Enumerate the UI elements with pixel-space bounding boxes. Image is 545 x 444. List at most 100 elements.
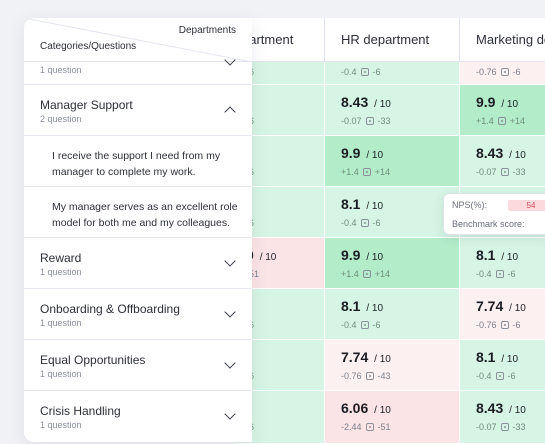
benchmark-difference: -6 bbox=[372, 218, 381, 228]
chevron-down-icon[interactable] bbox=[224, 306, 236, 318]
column-header[interactable]: partment bbox=[236, 18, 325, 62]
category-title: Reward bbox=[40, 251, 82, 265]
benchmark-difference: +14 bbox=[374, 269, 391, 279]
category-title: Manager Support bbox=[40, 98, 133, 112]
score-comparison: -0.4 -6 bbox=[341, 67, 381, 77]
benchmark-icon bbox=[365, 372, 374, 380]
chevron-down-icon[interactable] bbox=[224, 357, 236, 369]
score-difference: -0.4 bbox=[476, 269, 492, 279]
score-scale: / 10 bbox=[509, 303, 526, 314]
score-difference: +1.4 bbox=[341, 269, 359, 279]
question-text: My manager serves as an excellent role m… bbox=[52, 201, 238, 229]
chevron-down-icon[interactable] bbox=[224, 255, 236, 267]
score-cell[interactable]: 8.1 / 10 -0.4 -6 bbox=[325, 187, 460, 238]
score-number: 8.1 bbox=[476, 349, 496, 365]
chevron-down-icon[interactable] bbox=[224, 408, 236, 420]
score-value: 9.9 / 10 bbox=[476, 94, 518, 110]
score-difference: -2.44 bbox=[341, 422, 362, 432]
question-count: 1 question bbox=[40, 318, 82, 328]
column-header[interactable]: HR department bbox=[325, 18, 460, 62]
score-value: 9.9 / 10 bbox=[341, 247, 383, 263]
score-comparison: -0.4 -6 bbox=[476, 371, 516, 381]
benchmark-icon bbox=[362, 168, 371, 176]
benchmark-icon bbox=[362, 270, 371, 278]
score-cell[interactable]: 7.74 / 10 -0.76 -6 bbox=[460, 289, 545, 340]
question-count: 1 question bbox=[40, 267, 82, 277]
benchmark-difference: +14 bbox=[374, 167, 391, 177]
score-comparison: -0.4 -6 bbox=[341, 218, 381, 228]
category-title: Equal Opportunities bbox=[40, 353, 146, 367]
score-scale: / 10 bbox=[366, 201, 384, 212]
score-value: 8.1 / 10 bbox=[476, 349, 518, 365]
benchmark-icon bbox=[495, 372, 504, 380]
question-row[interactable]: I receive the support I need from my man… bbox=[24, 136, 252, 187]
score-scale: / 10 bbox=[374, 354, 391, 365]
score-cell[interactable]: 9.9 / 10 +1.4 +14 bbox=[325, 136, 460, 187]
chevron-up-icon[interactable] bbox=[224, 106, 236, 118]
table-header-corner: Departments Categories/Questions bbox=[24, 18, 252, 62]
categories-header-label: Categories/Questions bbox=[40, 41, 137, 52]
score-difference: +1.4 bbox=[476, 116, 494, 126]
score-number: 8.43 bbox=[476, 145, 504, 161]
score-cell[interactable]: 8.43 / 10 -0.07 -33 bbox=[460, 136, 545, 187]
score-cell[interactable]: -0.4 -6 bbox=[325, 62, 460, 85]
column-header[interactable]: Marketing de bbox=[460, 18, 545, 62]
score-comparison: -0.07 -33 bbox=[476, 167, 526, 177]
benchmark-difference: -51 bbox=[246, 269, 260, 279]
score-cell[interactable]: 8.1 / 10 -0.4 -6 bbox=[325, 289, 460, 340]
score-number: 9.9 bbox=[341, 247, 361, 263]
benchmark-difference: -6 bbox=[507, 269, 516, 279]
benchmark-icon bbox=[360, 219, 369, 227]
header-diagonal-divider bbox=[24, 18, 252, 62]
score-comparison: -51 bbox=[246, 269, 259, 279]
benchmark-icon bbox=[500, 321, 509, 329]
benchmark-difference: -6 bbox=[512, 320, 521, 330]
score-value: 6.06 / 10 bbox=[341, 400, 391, 416]
score-value: 8.43 / 10 bbox=[476, 145, 526, 161]
question-count: 1 question bbox=[40, 369, 82, 379]
score-cell[interactable]: -0.76 -6 bbox=[460, 62, 545, 85]
score-difference: -0.76 bbox=[476, 320, 497, 330]
score-scale: / 10 bbox=[509, 405, 526, 416]
score-comparison: +1.4 +14 bbox=[341, 269, 390, 279]
score-number: 7.74 bbox=[476, 298, 504, 314]
score-cell[interactable]: 7.74 / 10 -0.76 -43 bbox=[325, 340, 460, 391]
score-comparison: +1.4 +14 bbox=[476, 116, 525, 126]
score-cell[interactable]: 8.43 / 10 -0.07 -33 bbox=[460, 391, 545, 444]
score-cell[interactable]: 8.1 / 10 -0.4 -6 bbox=[460, 238, 545, 289]
nps-value-badge: 54 bbox=[508, 200, 545, 211]
category-row[interactable]: Onboarding & Offboarding 1 question bbox=[24, 289, 252, 340]
score-value: 8.1 / 10 bbox=[341, 196, 383, 212]
question-row[interactable]: My manager serves as an excellent role m… bbox=[24, 187, 252, 238]
score-scale: / 10 bbox=[259, 252, 277, 263]
score-comparison: -0.4 -6 bbox=[476, 269, 516, 279]
score-cell[interactable]: 9.9 / 10 +1.4 +14 bbox=[325, 238, 460, 289]
benchmark-icon bbox=[365, 423, 374, 431]
category-row[interactable]: 1 question bbox=[24, 54, 252, 85]
category-row[interactable]: Equal Opportunities 1 question bbox=[24, 340, 252, 391]
score-scale: / 10 bbox=[501, 99, 519, 110]
score-cell[interactable]: 9.9 / 10 +1.4 +14 bbox=[460, 85, 545, 136]
categories-panel: Departments Categories/Questions 1 quest… bbox=[24, 18, 252, 442]
category-row[interactable]: Crisis Handling 1 question bbox=[24, 391, 252, 442]
score-scale: / 10 bbox=[374, 99, 391, 110]
category-row[interactable]: Manager Support 2 question bbox=[24, 85, 252, 136]
benchmark-icon bbox=[497, 117, 506, 125]
score-number: 9.9 bbox=[341, 145, 361, 161]
score-value: 7.74 / 10 bbox=[476, 298, 526, 314]
score-cell[interactable]: 8.1 / 10 -0.4 -6 bbox=[460, 340, 545, 391]
question-count: 1 question bbox=[40, 65, 82, 75]
score-cell[interactable]: 8.43 / 10 -0.07 -33 bbox=[325, 85, 460, 136]
benchmark-difference: -6 bbox=[372, 67, 381, 77]
benchmark-difference: -6 bbox=[507, 371, 516, 381]
score-value: 7.74 / 10 bbox=[341, 349, 391, 365]
score-scale: / 10 bbox=[366, 303, 384, 314]
category-row[interactable]: Reward 1 question bbox=[24, 238, 252, 289]
score-difference: -0.07 bbox=[341, 116, 362, 126]
departments-header-label: Departments bbox=[178, 25, 236, 36]
question-text: I receive the support I need from my man… bbox=[52, 150, 221, 178]
score-number: 8.1 bbox=[341, 298, 361, 314]
score-comparison: -0.07 -33 bbox=[341, 116, 391, 126]
score-difference: -0.76 bbox=[341, 371, 362, 381]
score-cell[interactable]: 6.06 / 10 -2.44 -51 bbox=[325, 391, 460, 444]
